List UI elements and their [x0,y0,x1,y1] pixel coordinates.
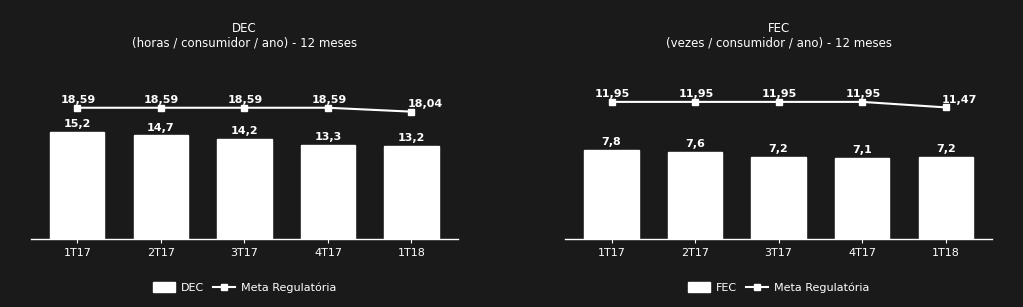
Text: 7,8: 7,8 [602,137,621,147]
Text: 15,2: 15,2 [63,119,91,129]
Text: 7,6: 7,6 [685,139,705,149]
Text: 7,2: 7,2 [936,144,955,154]
Bar [752,157,806,239]
Bar [584,150,638,239]
Text: 14,2: 14,2 [230,126,258,136]
Text: 11,95: 11,95 [678,89,714,99]
Bar [385,146,439,239]
Text: 18,59: 18,59 [144,95,179,105]
Text: 11,95: 11,95 [594,89,630,99]
Legend: DEC, Meta Regulatória: DEC, Meta Regulatória [152,282,336,293]
Bar [301,145,355,239]
Text: 13,2: 13,2 [398,133,426,143]
Text: 14,7: 14,7 [147,122,175,133]
Text: 18,59: 18,59 [228,95,263,105]
Text: 18,04: 18,04 [407,99,443,109]
Bar [919,157,973,239]
Text: 11,95: 11,95 [762,89,797,99]
Title: DEC
(horas / consumidor / ano) - 12 meses: DEC (horas / consumidor / ano) - 12 mese… [132,22,357,50]
Text: 18,59: 18,59 [311,95,347,105]
Text: 11,95: 11,95 [845,89,881,99]
Legend: FEC, Meta Regulatória: FEC, Meta Regulatória [688,282,870,293]
Text: 18,59: 18,59 [60,95,96,105]
Text: 13,3: 13,3 [314,133,342,142]
Text: 7,1: 7,1 [852,145,872,155]
Bar [134,135,188,239]
Bar [217,139,271,239]
Bar [835,158,889,239]
Text: 7,2: 7,2 [768,144,789,154]
Text: 11,47: 11,47 [941,95,977,105]
Bar [50,132,104,239]
Bar [668,152,722,239]
Title: FEC
(vezes / consumidor / ano) - 12 meses: FEC (vezes / consumidor / ano) - 12 mese… [666,22,892,50]
